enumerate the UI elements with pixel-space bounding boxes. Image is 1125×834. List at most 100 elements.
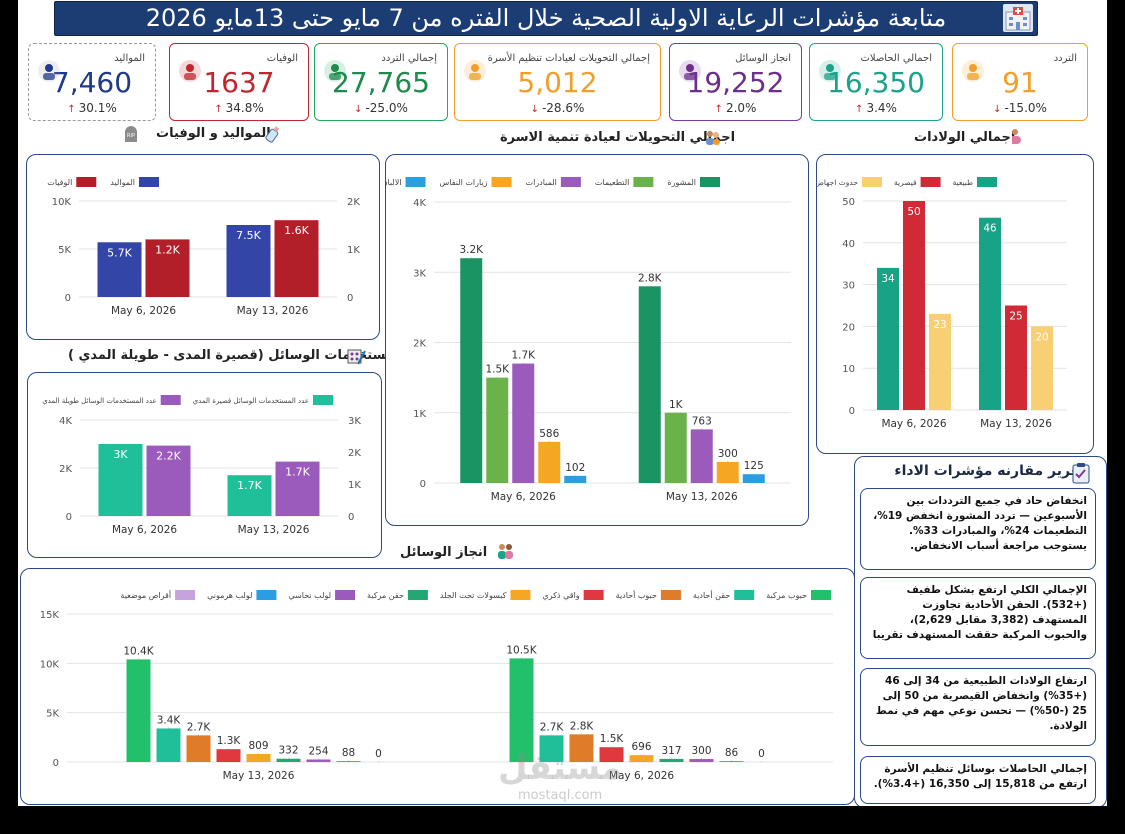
women-icon bbox=[496, 542, 514, 560]
legend-swatch bbox=[920, 177, 941, 187]
watermark-domain: mostaql.com bbox=[518, 788, 603, 803]
y2-tick-label: 2K bbox=[348, 448, 361, 459]
methods-title: انجاز الوسائل bbox=[400, 545, 488, 560]
legend-swatch bbox=[491, 177, 512, 187]
y-tick-label: 50 bbox=[842, 197, 855, 208]
report-note-3: ارتفاع الولادات الطبيعية من 34 إلى 46 (+… bbox=[860, 668, 1096, 746]
legend-label: لولب هرموني bbox=[207, 591, 252, 600]
data-label: 300 bbox=[718, 448, 738, 460]
legend-label: الالبان bbox=[386, 178, 402, 187]
bar-1 bbox=[227, 475, 272, 516]
data-label: 0 bbox=[375, 748, 382, 760]
y2-tick-label: 3K bbox=[348, 416, 361, 427]
y-tick-label: 4K bbox=[413, 198, 426, 209]
page-title: متابعة مؤشرات الرعاية الاولية الصحية خلا… bbox=[145, 4, 947, 32]
data-label: 25 bbox=[1009, 311, 1022, 323]
data-label: 88 bbox=[342, 747, 355, 759]
y-tick-label: 5K bbox=[58, 245, 71, 256]
legend-label: المشورة bbox=[667, 178, 696, 187]
dashboard-page: متابعة مؤشرات الرعاية الاولية الصحية خلا… bbox=[18, 0, 1107, 806]
y2-tick-label: 1K bbox=[347, 245, 360, 256]
y-tick-label: 0 bbox=[849, 406, 855, 417]
y-tick-label: 1K bbox=[413, 409, 426, 420]
x-tick-label: May 13, 2026 bbox=[238, 524, 310, 536]
kpi-change: ↑ 30.1% bbox=[29, 101, 155, 115]
kpi-value: 7,460 bbox=[51, 66, 133, 99]
legend-swatch bbox=[407, 590, 428, 600]
bar-5 bbox=[246, 754, 271, 762]
referrals-title: اجمالي التحويلات لعيادة تنمية الاسرة bbox=[500, 130, 736, 145]
legend-label: المبادرات bbox=[526, 178, 557, 187]
y2-tick-label: 1K bbox=[348, 480, 361, 491]
legend-label: طبيعية bbox=[953, 178, 973, 187]
tombstone-icon: RIP bbox=[122, 125, 140, 143]
bar-5 bbox=[629, 755, 654, 762]
data-label: 10.5K bbox=[506, 644, 537, 656]
data-label: 1.7K bbox=[511, 350, 536, 362]
legend-swatch bbox=[660, 590, 681, 600]
bar-4 bbox=[538, 441, 561, 483]
tombstone-icon bbox=[176, 58, 204, 84]
deliveries-chart: طبيعية قيصرية حدوث اجهاض 0 10 20 30 40 50 34 50 23 M… bbox=[815, 177, 1067, 430]
kpi-change-value: 30.1% bbox=[78, 101, 117, 115]
baby-bottle-icon bbox=[35, 58, 63, 84]
data-label: 332 bbox=[278, 745, 298, 757]
kpi-value: 91 bbox=[1002, 66, 1038, 99]
data-label: 10.4K bbox=[123, 645, 154, 657]
data-label: 1K bbox=[669, 399, 684, 411]
family-icon bbox=[321, 58, 349, 84]
bar-5 bbox=[742, 474, 765, 483]
pregnant-icon bbox=[1006, 128, 1024, 146]
legend-label: زيارات النفاس bbox=[440, 178, 488, 187]
arrow-down-icon: ↓ bbox=[354, 104, 363, 115]
kpi-value: 1637 bbox=[203, 66, 275, 99]
y-tick-label: 15K bbox=[40, 610, 60, 621]
bar-1 bbox=[460, 258, 483, 483]
kpi-value: 27,765 bbox=[332, 66, 430, 99]
data-label: 1.5K bbox=[600, 733, 625, 745]
data-label: 586 bbox=[539, 428, 559, 440]
bar-3 bbox=[569, 734, 594, 762]
kpi-card-attendance: التردد 91 ↓ -15.0% bbox=[952, 43, 1088, 121]
kpi-value: 5,012 bbox=[517, 66, 598, 99]
legend-swatch bbox=[256, 590, 277, 600]
x-tick-label: May 6, 2026 bbox=[111, 305, 176, 317]
kpi-label: إجمالي التردد bbox=[381, 53, 437, 64]
y-tick-label: 10 bbox=[842, 364, 855, 375]
y-tick-label: 2K bbox=[413, 339, 426, 350]
bar-4 bbox=[716, 461, 739, 483]
bar-7 bbox=[306, 759, 331, 762]
kpi-label: إجمالي التحويلات لعيادات تنظيم الأسرة bbox=[487, 53, 650, 64]
bar-2 bbox=[275, 461, 320, 516]
data-label: 46 bbox=[983, 223, 997, 235]
couple-icon bbox=[461, 58, 489, 84]
x-tick-label: May 6, 2026 bbox=[112, 524, 177, 536]
report-note-1: انخفاض حاد في جميع الترددات بين الأسبوعي… bbox=[860, 488, 1096, 570]
deliveries-title: اجمالي الولادات bbox=[914, 130, 1016, 145]
legend-label: واقي ذكري bbox=[542, 591, 579, 600]
data-label: 5.7K bbox=[107, 246, 132, 259]
y2-tick-label: 0 bbox=[347, 293, 353, 304]
data-label: 2.2K bbox=[156, 450, 181, 463]
legend-swatch bbox=[160, 395, 181, 405]
y-tick-label: 20 bbox=[842, 322, 855, 333]
legend-label: كبسولات تحت الجلد bbox=[440, 591, 507, 600]
kpi-change-value: -25.0% bbox=[365, 101, 408, 115]
arrow-up-icon: ↑ bbox=[855, 104, 864, 115]
y2-tick-label: 2K bbox=[347, 197, 360, 208]
kpi-change: ↓ -15.0% bbox=[953, 101, 1087, 115]
data-label: 1.3K bbox=[217, 735, 242, 747]
arrow-down-icon: ↓ bbox=[530, 104, 539, 115]
data-label: 7.5K bbox=[236, 229, 261, 242]
kpi-change-value: -28.6% bbox=[541, 101, 585, 115]
kpi-change: ↓ -25.0% bbox=[315, 101, 447, 115]
svg-text:RIP: RIP bbox=[127, 133, 135, 139]
bar-2 bbox=[1005, 305, 1027, 410]
data-label: 2.8K bbox=[638, 272, 663, 284]
legend-swatch bbox=[811, 590, 831, 600]
clipboard-icon bbox=[1070, 462, 1092, 484]
data-label: 300 bbox=[691, 745, 711, 757]
users-title: مستخدمات الوسائل (قصيرة المدى - طويلة ال… bbox=[68, 348, 394, 363]
legend-label: حدوث اجهاض bbox=[817, 178, 858, 187]
header-bar: متابعة مؤشرات الرعاية الاولية الصحية خلا… bbox=[54, 1, 1038, 36]
